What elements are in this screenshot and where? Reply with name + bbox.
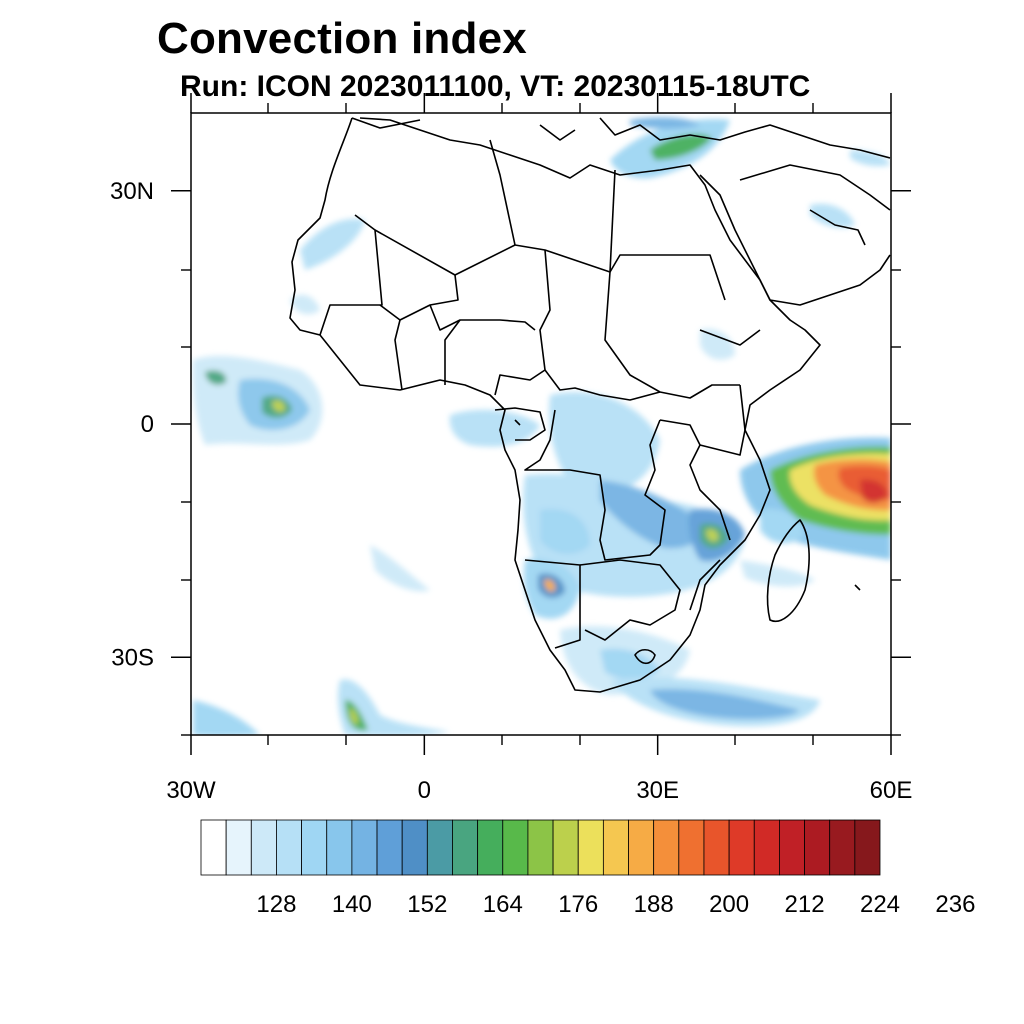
colorbar-swatch — [326, 819, 353, 876]
colorbar-swatch — [829, 819, 856, 876]
x-tick-label: 0 — [418, 777, 431, 804]
colorbar-swatch — [225, 819, 252, 876]
y-tick-label: 0 — [141, 411, 154, 438]
colorbar-label: 236 — [935, 891, 975, 918]
y-axis-ticks: 30N 0 30S — [110, 178, 911, 671]
colorbar-swatch — [250, 819, 277, 876]
colorbar-label: 128 — [256, 891, 296, 918]
colorbar-swatch — [426, 819, 453, 876]
colorbar-swatch — [477, 819, 504, 876]
colorbar-swatch — [200, 819, 227, 876]
y-tick-label: 30S — [111, 644, 154, 671]
colorbar-label: 188 — [634, 891, 674, 918]
colorbar-swatch — [452, 819, 479, 876]
colorbar-swatch — [351, 819, 378, 876]
colorbar: 128 140 152 164 176 188 200 212 224 236 — [200, 819, 975, 918]
x-tick-label: 60E — [870, 777, 913, 804]
colorbar-label: 140 — [332, 891, 372, 918]
colorbar-swatch — [376, 819, 403, 876]
colorbar-swatch — [854, 819, 881, 876]
colorbar-label: 164 — [483, 891, 523, 918]
coastlines-and-borders — [289, 117, 891, 693]
colorbar-swatch — [301, 819, 328, 876]
colorbar-label: 212 — [785, 891, 825, 918]
x-tick-label: 30W — [166, 777, 216, 804]
x-tick-label: 30E — [636, 777, 679, 804]
colorbar-swatch — [703, 819, 730, 876]
chart-subtitle: Run: ICON 2023011100, VT: 20230115-18UTC — [180, 70, 811, 103]
chart-title: Convection index — [157, 14, 527, 63]
minor-ticks — [181, 103, 901, 745]
colorbar-label: 200 — [709, 891, 749, 918]
y-tick-label: 30N — [110, 178, 154, 205]
colorbar-swatch — [753, 819, 780, 876]
colorbar-swatch — [276, 819, 302, 876]
colorbar-swatch — [401, 819, 428, 876]
colorbar-swatch — [552, 819, 579, 876]
colorbar-label: 224 — [860, 891, 900, 918]
colorbar-swatch — [502, 819, 529, 876]
colorbar-swatch — [602, 819, 629, 876]
convection-field — [192, 117, 891, 735]
colorbar-label: 176 — [558, 891, 598, 918]
colorbar-swatch — [804, 819, 831, 876]
colorbar-swatch — [628, 819, 655, 876]
colorbar-label: 152 — [407, 891, 447, 918]
colorbar-swatch — [678, 819, 705, 876]
x-axis-ticks: 30W 0 30E 60E — [166, 93, 912, 804]
colorbar-swatch — [653, 819, 680, 876]
colorbar-swatch — [728, 819, 755, 876]
colorbar-swatch — [577, 819, 604, 876]
colorbar-swatch — [779, 819, 805, 876]
colorbar-swatch — [527, 819, 554, 876]
